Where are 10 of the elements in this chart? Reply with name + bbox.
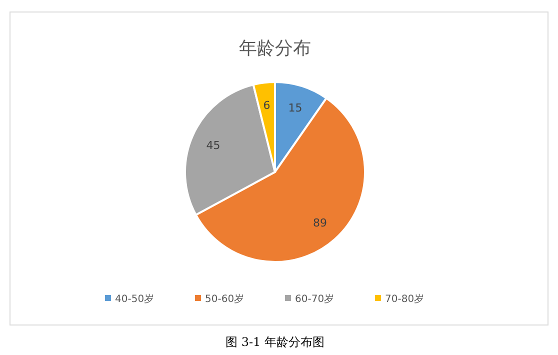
legend-label: 40-50岁 bbox=[115, 293, 154, 305]
data-label: 45 bbox=[206, 138, 220, 152]
caption: 图 3-1 年龄分布图 bbox=[226, 335, 324, 349]
data-label: 15 bbox=[288, 102, 302, 115]
legend-label: 70-80岁 bbox=[385, 293, 424, 305]
legend-label: 50-60岁 bbox=[205, 293, 244, 305]
data-label: 6 bbox=[263, 99, 270, 112]
chart-title: 年龄分布 bbox=[239, 38, 311, 59]
data-label: 89 bbox=[312, 216, 327, 230]
legend-label: 60-70岁 bbox=[295, 293, 334, 305]
